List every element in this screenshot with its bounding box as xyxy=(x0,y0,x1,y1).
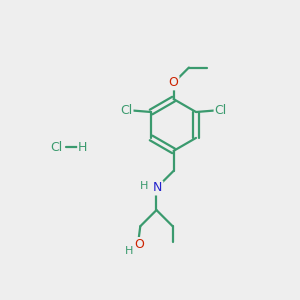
Text: Cl: Cl xyxy=(214,104,227,117)
Text: H: H xyxy=(125,246,133,256)
Text: H: H xyxy=(140,181,148,190)
Text: Cl: Cl xyxy=(120,104,133,117)
Text: Cl: Cl xyxy=(50,141,62,154)
Text: H: H xyxy=(78,141,88,154)
Text: N: N xyxy=(153,182,162,194)
Text: O: O xyxy=(169,76,178,89)
Text: O: O xyxy=(134,238,144,251)
